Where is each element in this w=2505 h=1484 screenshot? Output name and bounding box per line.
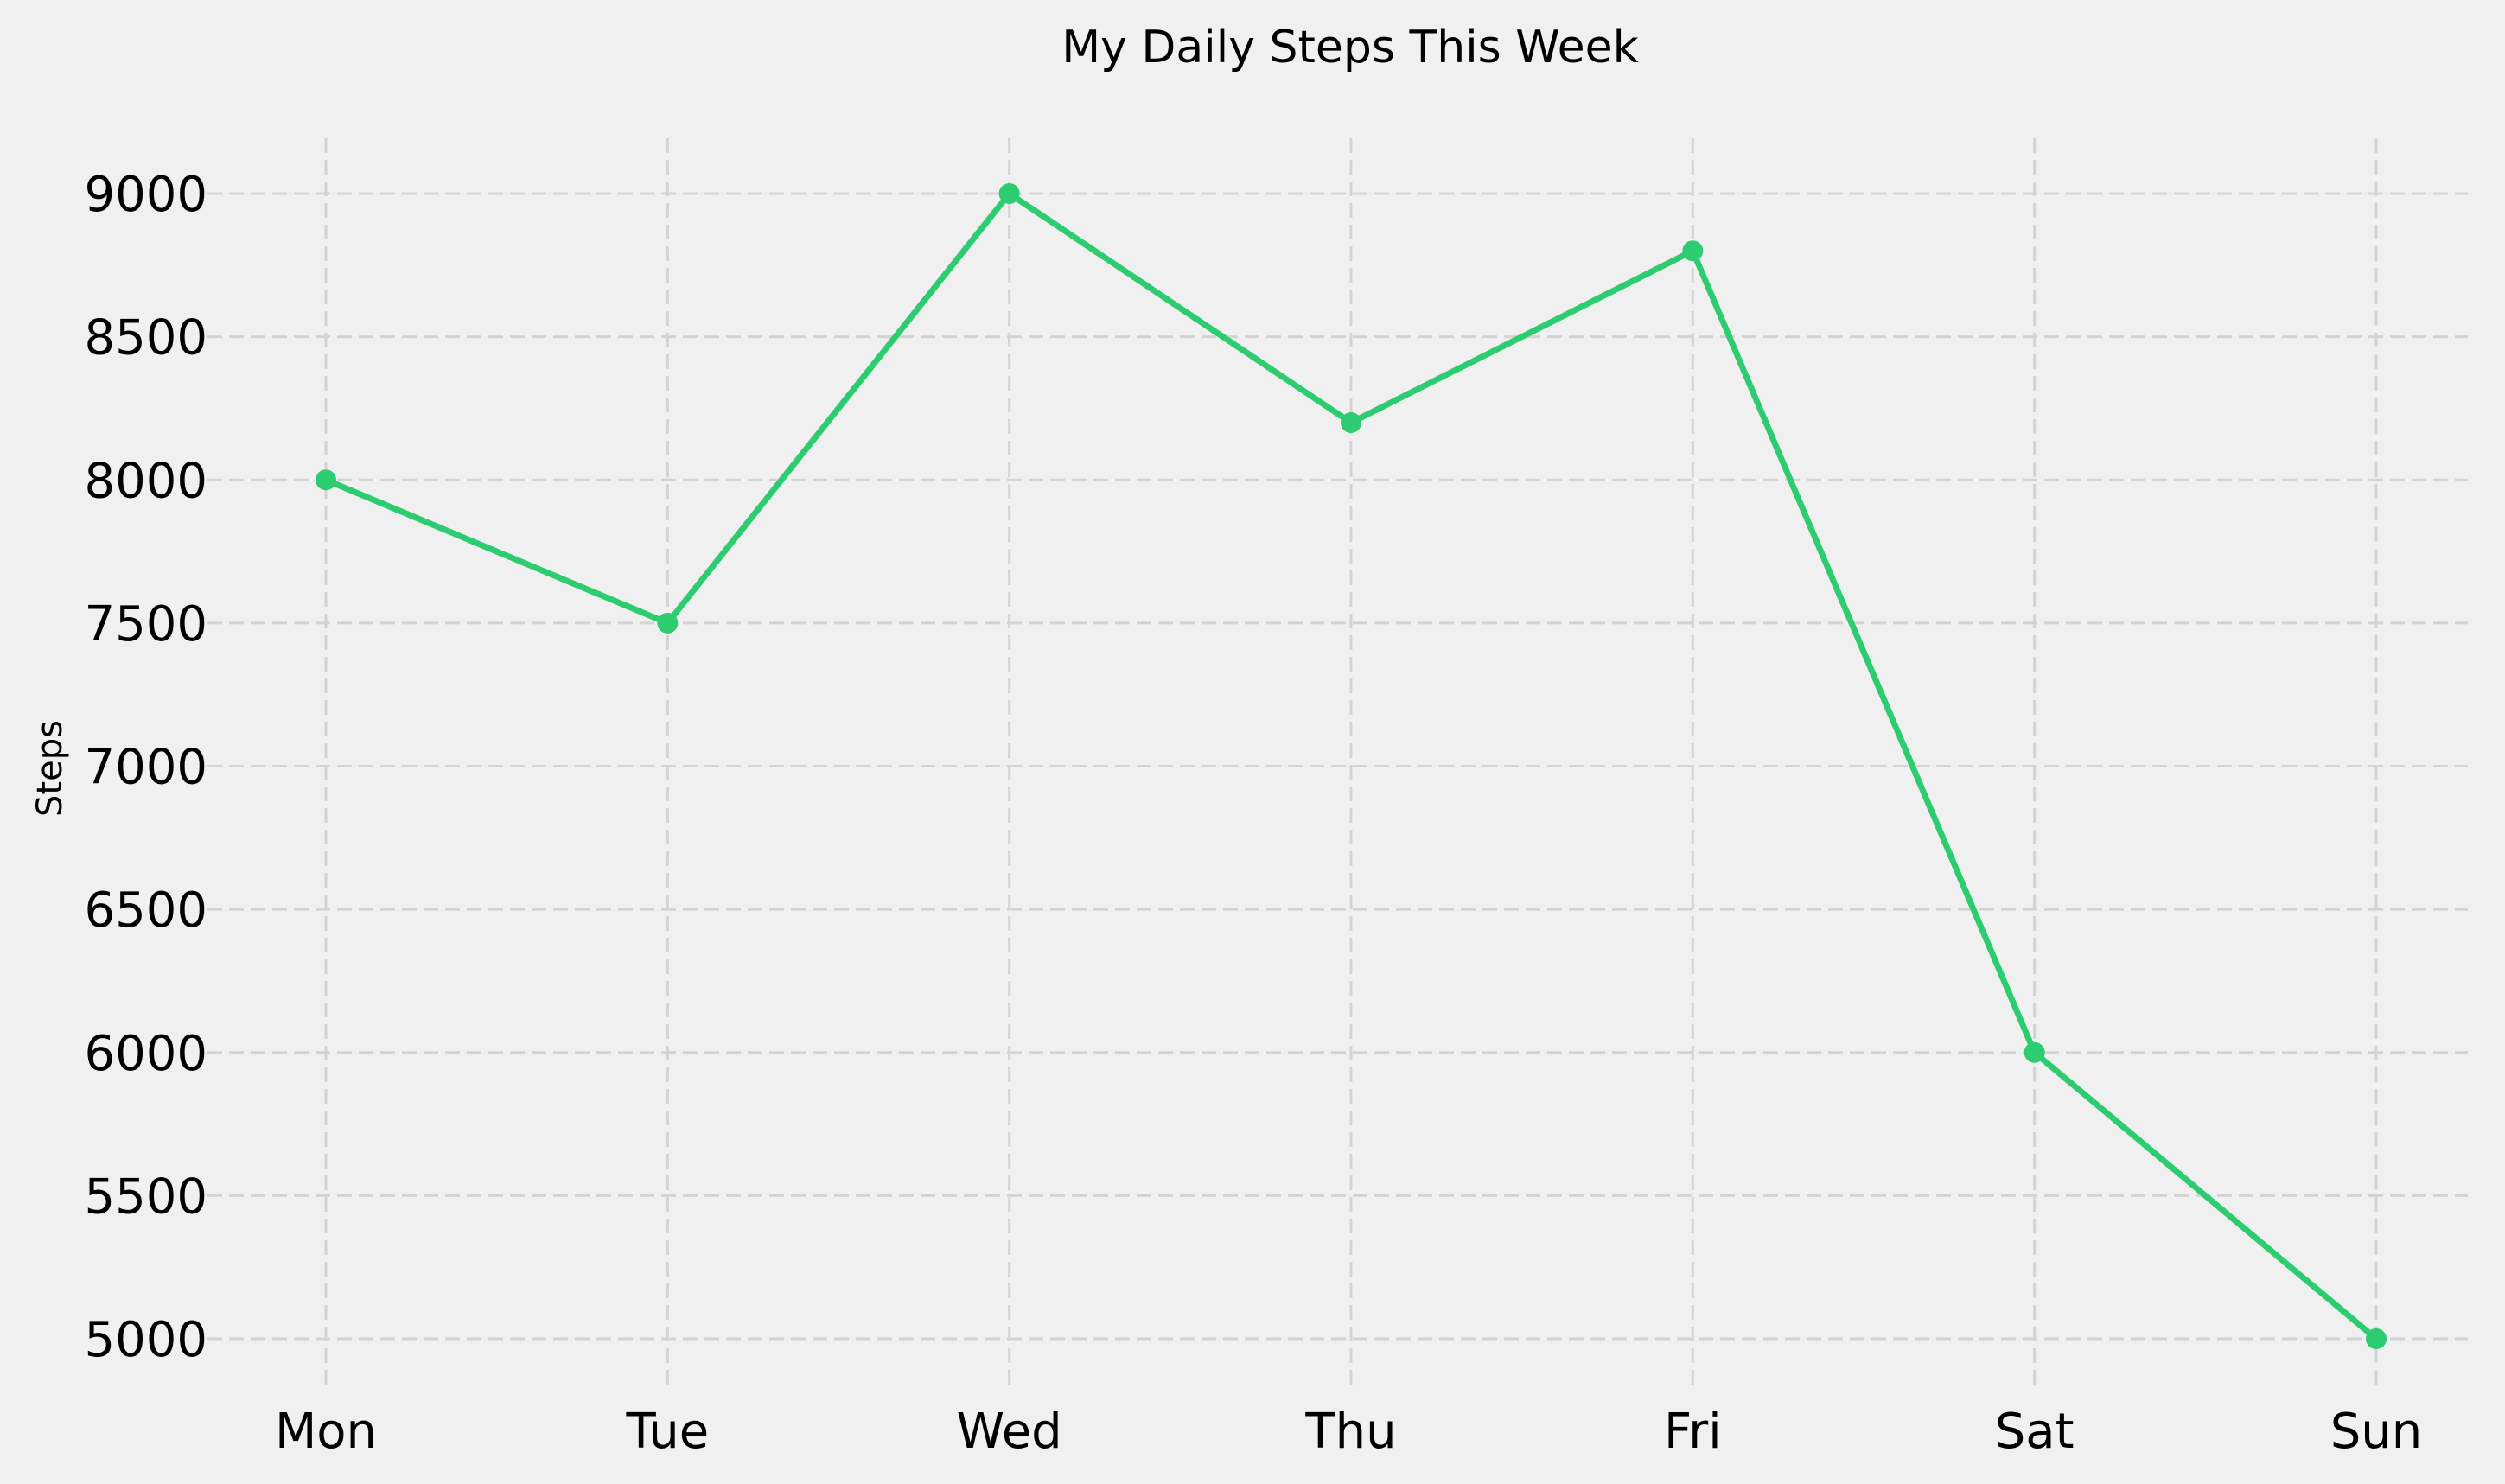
y-tick-label: 7000 bbox=[84, 740, 207, 796]
data-point bbox=[1341, 412, 1361, 433]
y-tick-labels: 5000 5500 6000 6500 7000 7500 8000 8500 9000 bbox=[84, 167, 207, 1368]
y-tick-label: 7500 bbox=[84, 596, 207, 653]
x-tick-label: Mon bbox=[275, 1404, 377, 1460]
chart-title: My Daily Steps This Week bbox=[1061, 22, 1639, 73]
x-tick-labels: Mon Tue Wed Thu Fri Sat Sun bbox=[275, 1404, 2422, 1460]
series bbox=[316, 183, 2387, 1349]
y-tick-label: 8500 bbox=[84, 310, 207, 366]
x-tick-label: Sat bbox=[1995, 1404, 2075, 1460]
x-tick-label: Thu bbox=[1304, 1404, 1396, 1460]
y-tick-label: 9000 bbox=[84, 167, 207, 223]
data-point bbox=[998, 183, 1020, 204]
x-tick-label: Sun bbox=[2330, 1404, 2423, 1460]
grid bbox=[207, 138, 2468, 1387]
y-tick-label: 6000 bbox=[84, 1026, 207, 1082]
y-tick-label: 8000 bbox=[84, 453, 207, 509]
data-point bbox=[316, 469, 336, 491]
y-tick-label: 5000 bbox=[84, 1312, 207, 1368]
data-point bbox=[2024, 1041, 2045, 1063]
data-point bbox=[1682, 240, 1704, 262]
data-point bbox=[2366, 1328, 2387, 1349]
y-tick-label: 6500 bbox=[84, 882, 207, 939]
data-point bbox=[657, 612, 679, 634]
x-tick-label: Tue bbox=[626, 1404, 710, 1460]
x-tick-label: Wed bbox=[957, 1404, 1062, 1460]
x-tick-label: Fri bbox=[1664, 1404, 1722, 1460]
y-axis-label: Steps bbox=[30, 720, 70, 817]
y-tick-label: 5500 bbox=[84, 1169, 207, 1225]
